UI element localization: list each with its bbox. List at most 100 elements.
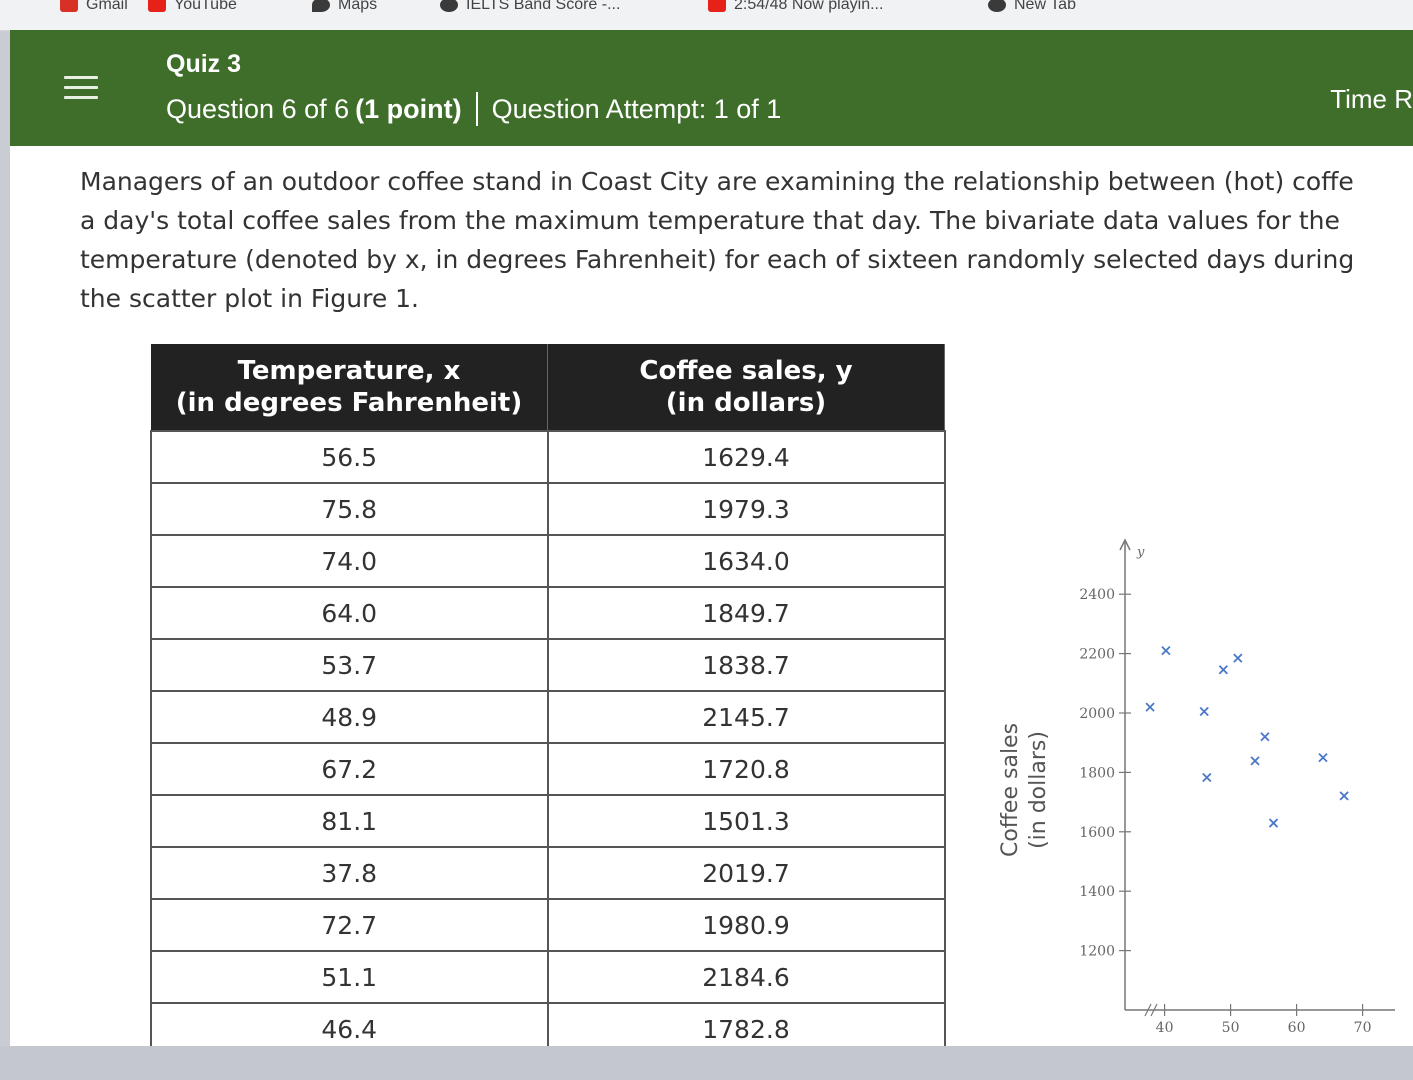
sales-cell: 1634.0 (546, 534, 946, 588)
bookmark-label: IELTS Band Score -... (466, 0, 621, 13)
bookmark-ielts[interactable]: IELTS Band Score -... (440, 0, 620, 16)
y-axis-arrow-icon (1119, 538, 1131, 551)
prompt-line: Managers of an outdoor coffee stand in C… (80, 167, 1354, 196)
prompt-line: the scatter plot in Figure 1. (80, 284, 420, 313)
sales-cell: 2019.7 (546, 846, 946, 900)
question-status: Question 6 of 6 (1 point) Question Attem… (166, 92, 781, 126)
gmail-icon (60, 0, 78, 12)
table-row: 51.1 2184.6 (150, 950, 946, 1004)
prompt-line: temperature (denoted by x, in degrees Fa… (80, 245, 1355, 274)
y-axis-label: (in dollars) (1026, 731, 1051, 849)
table-row: 72.7 1980.9 (150, 898, 946, 952)
quiz-title: Quiz 3 (166, 50, 242, 78)
temperature-cell: 53.7 (150, 638, 549, 692)
data-point (1218, 665, 1228, 675)
column-header-line: (in dollars) (665, 388, 827, 418)
bookmark-label: 2:54/48 Now playin... (734, 0, 884, 13)
globe-icon (440, 0, 458, 12)
temperature-cell: 72.7 (150, 898, 549, 952)
data-point (1202, 772, 1212, 783)
bookmarks-bar: Gmail YouTube Maps IELTS Band Score -...… (0, 0, 1413, 31)
x-tick-label: 70 (1354, 1020, 1372, 1035)
data-point (1260, 732, 1270, 742)
column-header-coffee-sales: Coffee sales, y (in dollars) (547, 344, 945, 431)
maps-icon (312, 0, 330, 12)
column-header-line: (in degrees Fahrenheit) (175, 388, 523, 418)
question-content: Managers of an outdoor coffee stand in C… (10, 146, 1413, 1056)
temperature-cell: 51.1 (150, 950, 549, 1004)
youtube-icon (708, 0, 726, 12)
temperature-cell: 56.5 (150, 430, 549, 484)
y-tick-label: 1200 (1079, 944, 1115, 960)
axis-break-icon (1144, 1003, 1158, 1017)
y-tick-label: 2200 (1079, 647, 1115, 663)
temperature-cell: 48.9 (150, 690, 549, 744)
data-point (1268, 818, 1279, 828)
sales-cell: 1838.7 (546, 638, 946, 692)
bookmark-now-playing[interactable]: 2:54/48 Now playin... (708, 0, 883, 16)
column-header-line: Temperature, x (237, 356, 461, 386)
question-prompt: Managers of an outdoor coffee stand in C… (80, 162, 1410, 318)
table-header-row: Temperature, x (in degrees Fahrenheit) C… (151, 344, 945, 431)
bookmark-label: Gmail (86, 0, 128, 13)
sales-cell: 1979.3 (546, 482, 946, 536)
table-row: 56.5 1629.4 (150, 430, 946, 484)
sales-cell: 2145.7 (546, 690, 946, 744)
sales-cell: 2184.6 (546, 950, 946, 1004)
bookmark-gmail[interactable]: Gmail (60, 0, 128, 16)
bookmark-youtube[interactable]: YouTube (148, 0, 237, 16)
prompt-line: a day's total coffee sales from the maxi… (80, 206, 1340, 235)
temperature-cell: 64.0 (150, 586, 549, 640)
question-points: (1 point) (355, 93, 462, 124)
quiz-header: Quiz 3 Question 6 of 6 (1 point) Questio… (10, 30, 1413, 146)
y-tick-label: 1400 (1079, 884, 1115, 900)
column-header-temperature: Temperature, x (in degrees Fahrenheit) (151, 344, 548, 431)
data-point (1199, 706, 1209, 717)
x-tick-label: 50 (1222, 1020, 1240, 1035)
scatter-plot: y 1200 1400 1600 1800 2000 2200 2400 40 50 60 70 Cof… (998, 538, 1395, 1035)
table-row: 67.2 1720.8 (150, 742, 946, 796)
table-row: 74.0 1634.0 (150, 534, 946, 588)
data-point (1145, 702, 1155, 712)
bookmark-new-tab[interactable]: New Tab (988, 0, 1076, 16)
y-tick-label: 2400 (1079, 587, 1115, 603)
y-tick-label: 2000 (1079, 706, 1115, 722)
temperature-cell: 74.0 (150, 534, 549, 588)
bookmark-maps[interactable]: Maps (312, 0, 377, 16)
sales-cell: 1720.8 (546, 742, 946, 796)
table-row: 64.0 1849.7 (150, 586, 946, 640)
temperature-cell: 81.1 (150, 794, 549, 848)
y-tick-label: 1800 (1079, 765, 1115, 781)
question-attempt: Question Attempt: 1 of 1 (491, 93, 782, 124)
bookmark-label: YouTube (174, 0, 237, 13)
y-axis-symbol: y (1136, 545, 1145, 560)
sales-cell: 1501.3 (546, 794, 946, 848)
y-axis-label: Coffee sales (998, 723, 1023, 857)
data-point (1161, 645, 1171, 656)
y-tick-label: 1600 (1079, 825, 1115, 841)
hamburger-menu-icon[interactable] (64, 76, 98, 106)
data-table: Temperature, x (in degrees Fahrenheit) C… (150, 344, 946, 1056)
table-row: 53.7 1838.7 (150, 638, 946, 692)
sales-cell: 1980.9 (546, 898, 946, 952)
x-tick-label: 60 (1288, 1020, 1306, 1035)
window-bottom-edge (0, 1046, 1413, 1080)
data-point (1318, 753, 1328, 763)
time-remaining-label: Time R (1330, 84, 1413, 114)
youtube-icon (148, 0, 166, 12)
table-row: 37.8 2019.7 (150, 846, 946, 900)
table-row: 75.8 1979.3 (150, 482, 946, 536)
bookmark-label: New Tab (1014, 0, 1076, 13)
data-point (1233, 653, 1243, 663)
bookmark-label: Maps (338, 0, 378, 13)
x-tick-label: 40 (1156, 1020, 1174, 1035)
table-row: 48.9 2145.7 (150, 690, 946, 744)
data-point (1339, 791, 1349, 801)
table-row: 81.1 1501.3 (150, 794, 946, 848)
globe-icon (988, 0, 1006, 12)
sales-cell: 1849.7 (546, 586, 946, 640)
temperature-cell: 37.8 (150, 846, 549, 900)
data-point (1250, 756, 1260, 766)
sales-cell: 1629.4 (546, 430, 946, 484)
temperature-cell: 75.8 (150, 482, 549, 536)
